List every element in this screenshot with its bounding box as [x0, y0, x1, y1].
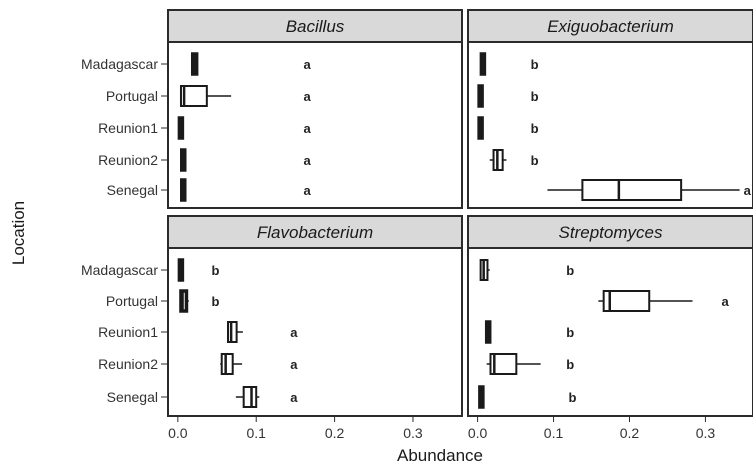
- boxplot-portugal: b: [179, 289, 219, 313]
- boxplot-madagascar: a: [190, 52, 312, 76]
- boxplot-senegal: b: [478, 385, 577, 409]
- facet-title: Flavobacterium: [257, 223, 373, 242]
- y-tick-label: Reunion1: [98, 324, 158, 340]
- panel: Exiguobacterium b b b b a: [467, 9, 753, 209]
- significance-letter: b: [569, 390, 577, 405]
- y-tick-label: Senegal: [107, 182, 158, 198]
- x-tick-label: 0.3: [403, 425, 423, 441]
- significance-letter: b: [566, 357, 574, 372]
- y-axis-label: Location: [9, 201, 28, 265]
- significance-letter: a: [290, 325, 298, 340]
- significance-letter: a: [304, 89, 312, 104]
- boxplot-portugal: a: [598, 290, 730, 312]
- iqr-box: [220, 353, 234, 375]
- boxplot-senegal: a: [547, 179, 752, 201]
- boxplot-portugal: a: [179, 85, 312, 107]
- panel: Flavobacterium b b a a a: [167, 215, 463, 417]
- significance-letter: b: [531, 121, 539, 136]
- significance-letter: a: [304, 183, 312, 198]
- iqr-box: [602, 290, 651, 312]
- significance-letter: a: [744, 183, 752, 198]
- significance-letter: b: [566, 325, 574, 340]
- iqr-box: [581, 179, 683, 201]
- boxplot-reunion2: b: [489, 149, 539, 171]
- boxplot-senegal: a: [235, 386, 298, 408]
- significance-letter: b: [211, 294, 219, 309]
- boxplot-reunion2: a: [180, 148, 312, 172]
- x-tick-label: 0.1: [544, 425, 564, 441]
- facet-strip: [467, 9, 753, 43]
- boxplot-reunion1: b: [484, 320, 574, 344]
- iqr-box: [179, 85, 208, 107]
- x-tick-label: 0.0: [168, 425, 188, 441]
- panel: Streptomyces b a b b b: [467, 215, 753, 417]
- boxplot-senegal: a: [180, 178, 312, 202]
- boxplot-reunion2: a: [220, 353, 298, 375]
- x-tick-label: 0.0: [468, 425, 488, 441]
- significance-letter: a: [304, 153, 312, 168]
- significance-letter: b: [211, 263, 219, 278]
- boxplot-madagascar: b: [479, 259, 574, 281]
- y-tick-label: Reunion1: [98, 120, 158, 136]
- iqr-box: [489, 353, 518, 375]
- facet-title: Streptomyces: [559, 223, 663, 242]
- boxplot-reunion2: b: [486, 353, 574, 375]
- location-tick-labels: Madagascar Portugal Reunion1 Reunion2 Senega…: [81, 56, 167, 405]
- x-axis-ticks: 0.0 0.1 0.2 0.3 0.0 0.1 0.2 0.3: [168, 416, 715, 441]
- y-tick-label: Portugal: [106, 88, 158, 104]
- y-tick-label: Reunion2: [98, 152, 158, 168]
- boxplot-reunion1: a: [177, 116, 312, 140]
- panel-layer: BacillusaaaaaExiguobacteriumbbbbaFlavoba…: [167, 9, 753, 417]
- significance-letter: b: [566, 263, 574, 278]
- significance-letter: a: [290, 357, 298, 372]
- y-tick-label: Madagascar: [81, 56, 158, 72]
- boxplot-portugal: b: [477, 84, 539, 108]
- x-tick-label: 0.2: [325, 425, 345, 441]
- y-tick-label: Portugal: [106, 293, 158, 309]
- x-tick-label: 0.3: [696, 425, 716, 441]
- significance-letter: b: [531, 57, 539, 72]
- significance-letter: b: [531, 153, 539, 168]
- x-tick-label: 0.2: [620, 425, 640, 441]
- x-tick-label: 0.1: [246, 425, 266, 441]
- panel-frame: [167, 41, 463, 209]
- y-tick-label: Madagascar: [81, 262, 158, 278]
- boxplot-reunion1: a: [227, 321, 298, 343]
- significance-letter: a: [722, 294, 730, 309]
- facet-strip: [467, 215, 753, 249]
- boxplot-reunion1: b: [477, 116, 539, 140]
- panel-frame: [167, 247, 463, 417]
- boxplot-madagascar: b: [177, 258, 219, 282]
- facet-strip: [167, 9, 463, 43]
- x-axis-label: Abundance: [397, 446, 483, 465]
- significance-letter: b: [531, 89, 539, 104]
- significance-letter: a: [304, 121, 312, 136]
- iqr-box: [242, 386, 258, 408]
- y-tick-label: Senegal: [107, 389, 158, 405]
- facet-title: Exiguobacterium: [547, 17, 674, 36]
- panel-frame: [467, 247, 753, 417]
- significance-letter: a: [290, 390, 298, 405]
- significance-letter: a: [304, 57, 312, 72]
- boxplot-madagascar: b: [479, 52, 539, 76]
- facet-title: Bacillus: [286, 17, 345, 36]
- y-tick-label: Reunion2: [98, 356, 158, 372]
